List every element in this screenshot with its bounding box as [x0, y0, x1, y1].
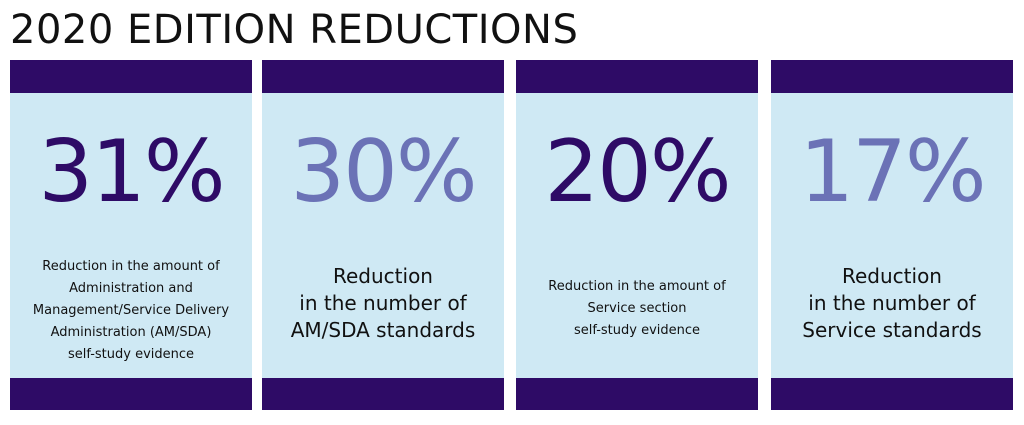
page-title: 2020 EDITION REDUCTIONS — [10, 7, 579, 53]
stat-description: Reduction in the number of Service stand… — [802, 264, 982, 342]
stat-card-service-standards: 17% Reduction in the number of Service s… — [771, 60, 1013, 410]
card-top-bar — [516, 60, 758, 93]
stat-description: Reduction in the amount of Administratio… — [32, 259, 230, 362]
stat-percent: 31% — [38, 122, 225, 222]
card-bottom-bar — [10, 378, 252, 410]
card-top-bar — [10, 60, 252, 93]
stat-card-amsda-standards: 30% Reduction in the number of AM/SDA st… — [262, 60, 504, 410]
stat-description: Reduction in the number of AM/SDA standa… — [290, 264, 476, 342]
card-top-bar — [262, 60, 504, 93]
stat-card-service-evidence: 20% Reduction in the amount of Service s… — [516, 60, 758, 410]
stat-percent: 17% — [799, 122, 986, 222]
card-bottom-bar — [516, 378, 758, 410]
stat-percent: 30% — [290, 122, 477, 222]
card-top-bar — [771, 60, 1013, 93]
stat-description: Reduction in the amount of Service secti… — [548, 279, 726, 338]
card-bottom-bar — [771, 378, 1013, 410]
stat-card-admin-evidence: 31% Reduction in the amount of Administr… — [10, 60, 252, 410]
card-bottom-bar — [262, 378, 504, 410]
stat-percent: 20% — [544, 122, 731, 222]
